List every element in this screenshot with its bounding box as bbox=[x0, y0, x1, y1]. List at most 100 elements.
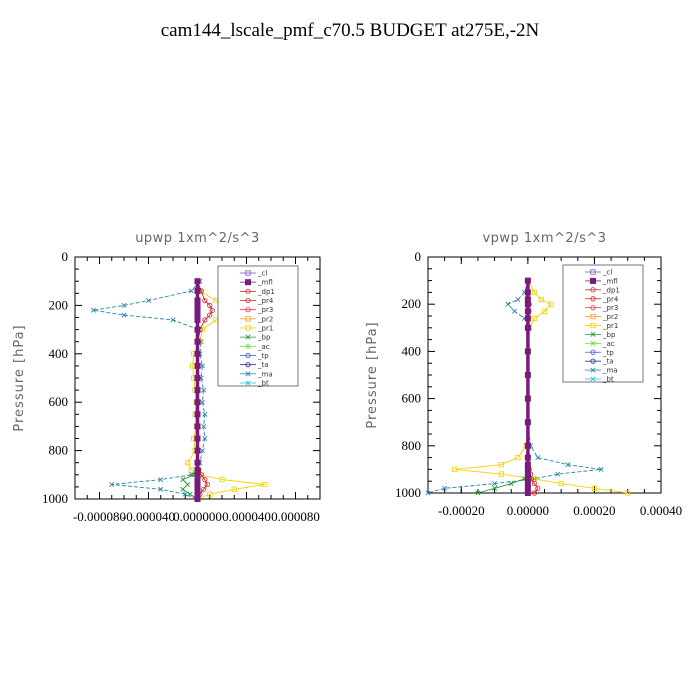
data-point bbox=[194, 312, 201, 319]
data-point bbox=[194, 481, 201, 488]
data-point-b bbox=[188, 288, 194, 294]
data-point bbox=[531, 315, 538, 321]
data-point-b bbox=[202, 435, 208, 442]
data-point bbox=[524, 308, 531, 315]
plot-title: upwp 1xm^2/s^3 bbox=[135, 231, 260, 246]
y-tick-label: 200 bbox=[402, 296, 422, 311]
data-point bbox=[194, 297, 201, 304]
data-point bbox=[194, 278, 201, 285]
data-point-b bbox=[121, 312, 127, 318]
data-point-b bbox=[505, 301, 511, 307]
data-point bbox=[209, 307, 215, 313]
data-point bbox=[625, 490, 631, 496]
data-point bbox=[194, 459, 201, 466]
legend-marker-b bbox=[245, 371, 251, 377]
legend-marker-b bbox=[245, 380, 251, 386]
legend-marker bbox=[245, 307, 251, 313]
data-point bbox=[194, 307, 201, 314]
data-point bbox=[558, 480, 564, 487]
data-point-b bbox=[201, 387, 207, 393]
data-point-b bbox=[90, 307, 96, 313]
legend-label: _pr3 bbox=[257, 306, 273, 314]
y-tick-label: 0 bbox=[415, 249, 422, 264]
data-point bbox=[207, 312, 213, 318]
legend-marker-b bbox=[590, 367, 596, 373]
data-point bbox=[524, 442, 531, 449]
data-point-b bbox=[492, 481, 498, 487]
data-point-b bbox=[201, 423, 207, 429]
data-point bbox=[524, 395, 531, 402]
legend-label: _pr1 bbox=[602, 322, 618, 330]
data-point bbox=[524, 419, 531, 426]
legend-label: _bp bbox=[602, 331, 616, 339]
data-point bbox=[515, 454, 521, 461]
data-point bbox=[194, 486, 201, 493]
data-point-b bbox=[187, 491, 193, 497]
data-point bbox=[194, 411, 201, 418]
data-point-b bbox=[565, 462, 571, 468]
x-tick-label: 0.000040 bbox=[222, 509, 271, 524]
data-point bbox=[452, 466, 458, 473]
legend: _cl_mfl_dp1_pr4_pr3_pr2_pr1_bp_ac_tp_ta_… bbox=[217, 265, 299, 388]
page-title: cam144_lscale_pmf_c70.5 BUDGET at275E,-2… bbox=[160, 20, 540, 41]
data-point-b bbox=[492, 485, 498, 491]
y-axis-label: Pressure [hPa] bbox=[365, 321, 380, 428]
data-point bbox=[194, 387, 201, 394]
data-point-b bbox=[202, 411, 208, 417]
data-point bbox=[194, 302, 201, 309]
legend-label: _ac bbox=[257, 343, 270, 351]
data-point bbox=[194, 316, 201, 323]
data-point bbox=[194, 466, 201, 473]
legend-label: _pr1 bbox=[257, 325, 273, 333]
data-point-b bbox=[180, 486, 186, 492]
data-point bbox=[202, 477, 208, 483]
legend-label: _dp1 bbox=[257, 288, 275, 296]
data-point-b bbox=[121, 302, 127, 308]
legend: _cl_mfl_dp1_pr4_pr3_pr2_pr1_bp_ac_tp_ta_… bbox=[562, 264, 644, 384]
data-point bbox=[194, 338, 201, 345]
legend-marker bbox=[590, 296, 596, 302]
legend-label: _tp bbox=[257, 352, 269, 360]
chart-1: upwp 1xm^2/s^3 Pressure [hPa] 0 200 400 600 80… bbox=[12, 231, 321, 524]
data-point-b bbox=[512, 308, 518, 314]
legend-marker bbox=[590, 358, 596, 364]
series-mfl bbox=[524, 277, 531, 496]
legend-label: _pr2 bbox=[257, 315, 273, 323]
legend-marker-b bbox=[245, 343, 251, 349]
y-axis-label: Pressure [hPa] bbox=[12, 324, 27, 431]
data-point bbox=[194, 423, 201, 430]
data-point-b bbox=[515, 296, 521, 302]
legend-marker-b bbox=[245, 334, 251, 340]
legend-label: _pr2 bbox=[602, 313, 618, 321]
data-point bbox=[548, 301, 554, 307]
y-tick-label: 200 bbox=[49, 297, 69, 312]
data-point bbox=[524, 277, 531, 284]
data-point-b bbox=[158, 477, 164, 483]
x-tick-label: 0.00040 bbox=[640, 503, 682, 518]
y-tick-label: 600 bbox=[49, 394, 69, 409]
data-point bbox=[201, 486, 207, 492]
legend-marker bbox=[590, 269, 596, 275]
series-mfl bbox=[194, 278, 201, 502]
y-tick-label: 800 bbox=[402, 438, 422, 453]
legend-label: _ac bbox=[602, 340, 615, 348]
data-point bbox=[541, 308, 548, 314]
data-point-b bbox=[442, 485, 448, 491]
data-point bbox=[531, 480, 538, 487]
data-point bbox=[538, 296, 544, 303]
y-tick-label: 1000 bbox=[395, 485, 421, 500]
y-tick-label: 400 bbox=[49, 346, 69, 361]
data-point bbox=[207, 491, 213, 497]
data-point bbox=[188, 467, 194, 473]
legend-label: _tp bbox=[602, 349, 614, 357]
x-tick-label: 0.000000 bbox=[173, 509, 222, 524]
data-point-b bbox=[555, 471, 561, 477]
data-point-b bbox=[199, 399, 205, 405]
data-point-b bbox=[185, 481, 191, 487]
legend-marker-b bbox=[590, 340, 596, 346]
data-point bbox=[202, 317, 208, 323]
data-point bbox=[194, 326, 201, 333]
legend-label: _ma bbox=[602, 367, 618, 375]
y-tick-label: 1000 bbox=[42, 491, 68, 506]
